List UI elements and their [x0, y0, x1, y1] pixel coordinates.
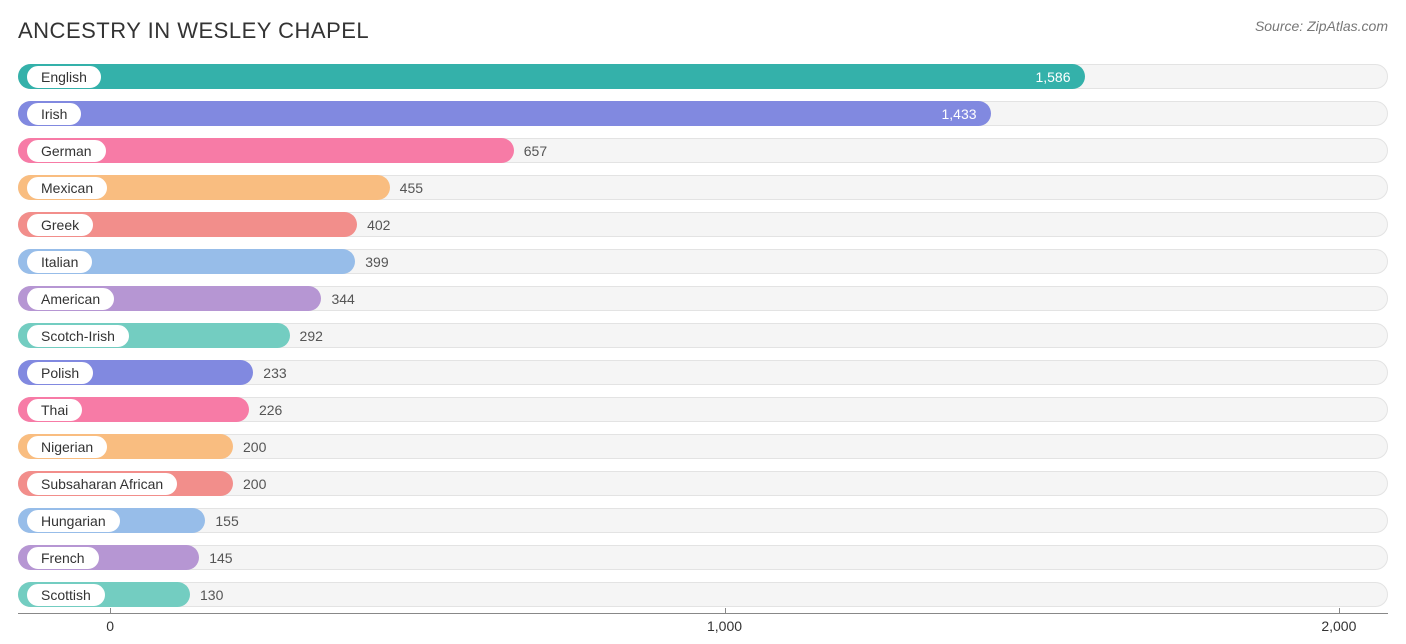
value-label: 657 [524, 143, 547, 159]
value-label: 1,586 [1035, 69, 1070, 85]
bar-row: Irish 1,433 [18, 99, 1388, 128]
bar-row: English 1,586 [18, 62, 1388, 91]
category-pill: Greek [26, 213, 94, 237]
value-label: 344 [331, 291, 354, 307]
category-pill: American [26, 287, 115, 311]
category-pill: Subsaharan African [26, 472, 178, 496]
axis-tick [725, 608, 726, 614]
bar-row: German 657 [18, 136, 1388, 165]
axis-tick-label: 1,000 [707, 618, 742, 634]
value-label: 200 [243, 439, 266, 455]
value-label: 145 [209, 550, 232, 566]
bar-row: Scottish 130 [18, 580, 1388, 609]
bar-row: Nigerian 200 [18, 432, 1388, 461]
category-pill: Scotch-Irish [26, 324, 130, 348]
bar-row: Polish 233 [18, 358, 1388, 387]
category-pill: Scottish [26, 583, 106, 607]
bar-row: Hungarian 155 [18, 506, 1388, 535]
category-pill: Nigerian [26, 435, 108, 459]
value-label: 155 [215, 513, 238, 529]
axis-tick-label: 0 [106, 618, 114, 634]
bar-row: American 344 [18, 284, 1388, 313]
category-pill: Hungarian [26, 509, 121, 533]
value-label: 233 [263, 365, 286, 381]
chart-title: ANCESTRY IN WESLEY CHAPEL [18, 18, 369, 44]
chart-source: Source: ZipAtlas.com [1255, 18, 1388, 34]
category-pill: French [26, 546, 100, 570]
chart-area: English 1,586 Irish 1,433 German 657 Mexican 45… [18, 62, 1388, 641]
bar-row: Mexican 455 [18, 173, 1388, 202]
bar-row: Subsaharan African 200 [18, 469, 1388, 498]
value-label: 402 [367, 217, 390, 233]
category-pill: German [26, 139, 107, 163]
value-label: 226 [259, 402, 282, 418]
category-pill: Italian [26, 250, 93, 274]
bar-row: Scotch-Irish 292 [18, 321, 1388, 350]
x-axis: 0 1,000 2,000 [18, 613, 1388, 641]
axis-tick [110, 608, 111, 614]
bar-track [18, 582, 1388, 607]
bar-row: Greek 402 [18, 210, 1388, 239]
value-label: 1,433 [941, 106, 976, 122]
value-label: 399 [365, 254, 388, 270]
category-pill: Irish [26, 102, 82, 126]
bar [18, 64, 1085, 89]
value-label: 200 [243, 476, 266, 492]
value-label: 292 [300, 328, 323, 344]
category-pill: Polish [26, 361, 94, 385]
value-label: 130 [200, 587, 223, 603]
bar-row: Italian 399 [18, 247, 1388, 276]
category-pill: Thai [26, 398, 83, 422]
chart-header: ANCESTRY IN WESLEY CHAPEL Source: ZipAtl… [18, 18, 1388, 44]
bar-row: Thai 226 [18, 395, 1388, 424]
value-label: 455 [400, 180, 423, 196]
axis-tick [1339, 608, 1340, 614]
category-pill: Mexican [26, 176, 108, 200]
axis-tick-label: 2,000 [1321, 618, 1356, 634]
bar [18, 101, 991, 126]
bar-row: French 145 [18, 543, 1388, 572]
bars-container: English 1,586 Irish 1,433 German 657 Mexican 45… [18, 62, 1388, 609]
category-pill: English [26, 65, 102, 89]
